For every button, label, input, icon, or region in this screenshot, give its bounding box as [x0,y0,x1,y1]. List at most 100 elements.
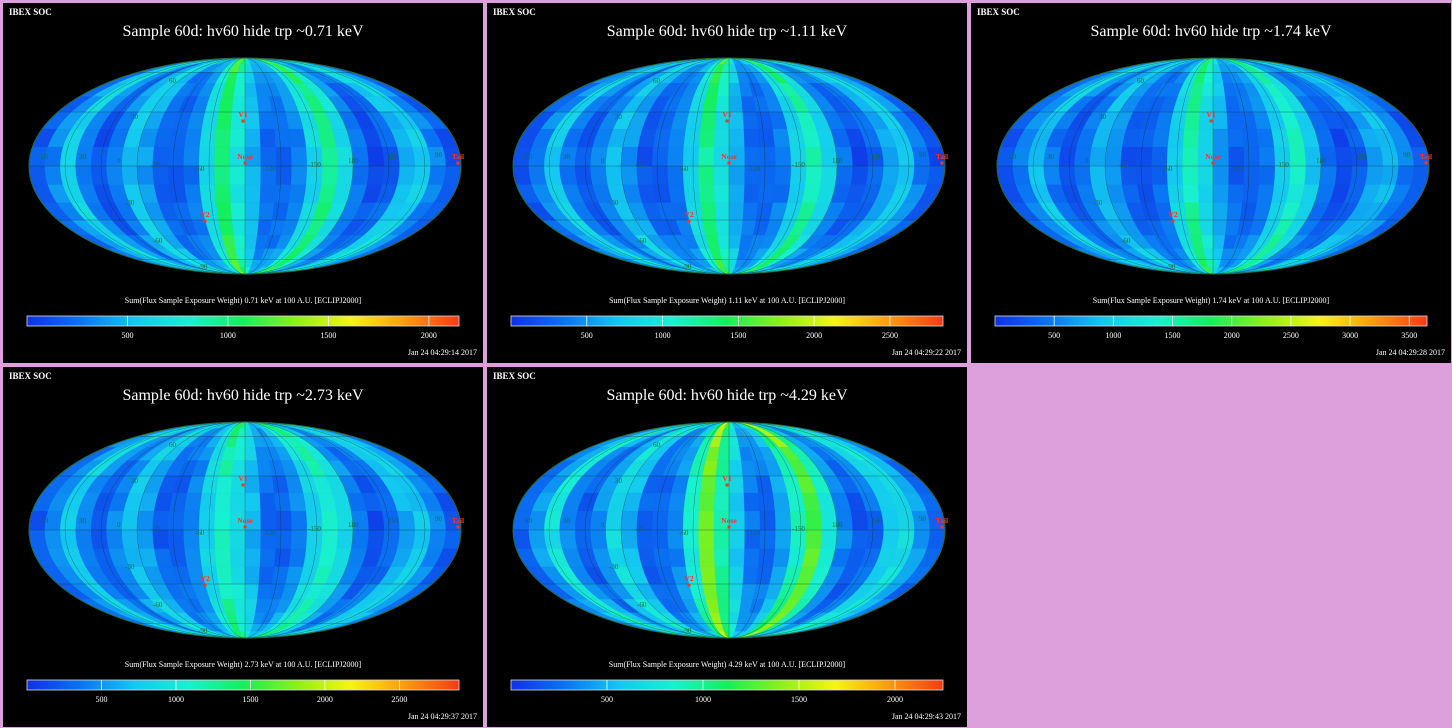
heatmap-cell [728,235,742,249]
heatmap-cell [183,128,202,148]
heatmap-cell [183,146,200,167]
marker-dot-tail [940,161,944,165]
grid-label: -60 [195,529,205,537]
longitude-line [620,57,730,275]
colorbar-tick-label: 1000 [654,331,671,340]
heatmap-cell [244,583,259,600]
map-title: Sample 60d: hv60 hide trp ~4.29 keV [606,387,848,404]
grid-label: 0 [117,157,121,165]
longitude-line [64,421,246,639]
heatmap-cell [605,510,623,531]
colorbar-title: Sum(Flux Sample Exposure Weight) 1.11 ke… [608,296,846,305]
heatmap-cell [772,184,791,204]
heatmap-cell [259,510,277,531]
heatmap-cell [728,583,743,600]
heatmap-cell [716,447,730,461]
soc-label: IBEX SOC [493,371,536,381]
grid-label: -60 [637,601,647,609]
longitude-line [100,421,246,639]
heatmap-cell [302,548,322,568]
graticule [513,57,945,275]
colorbar-tick-label: 1500 [730,331,747,340]
heatmap-cell [411,146,431,167]
heatmap-cell [215,202,232,221]
heatmap-cell [259,184,276,204]
longitude-line [1212,57,1322,275]
heatmap-cell [366,146,385,167]
longitude-line [172,421,246,639]
heatmap-cell [715,583,730,600]
heatmap-cell [743,146,761,167]
grid-label: 60 [1009,153,1017,161]
marker-dot-v1 [725,483,729,487]
marker-nose: Nose [1205,152,1221,161]
heatmap-cell [713,492,730,512]
longitude-line [244,57,390,275]
heatmap-cell [244,219,259,236]
heatmap-cell [213,146,231,167]
heatmap-cell [44,165,63,186]
grid-label: 180 [348,157,359,165]
heatmap-cell [543,529,563,550]
colorbar-tick-label: 500 [1048,331,1061,340]
heatmap-cell [1200,83,1214,97]
heatmap-cell [589,165,608,186]
heatmap-cell [1200,235,1214,249]
heatmap-cell [244,128,261,148]
heatmap-cell [1364,146,1383,167]
heatmap-cell [105,165,124,186]
timestamp: Jan 24 04:29:22 2017 [891,348,961,357]
heatmap-cell [699,111,716,130]
longitude-line [100,57,246,275]
longitude-line [136,421,246,639]
heatmap-cell [59,165,79,186]
heatmap-cell [1243,165,1260,186]
marker-dot-nose [1211,161,1215,165]
marker-v2: V2 [684,574,693,583]
heatmap-cell [651,510,669,531]
colorbar [510,679,944,691]
heatmap-cell [804,146,822,167]
heatmap-cell [167,510,185,531]
heatmap-cell [895,510,915,531]
heatmap-cell [275,165,292,186]
grid-label: 150 [872,517,883,525]
heatmap-cell [1212,128,1229,148]
heatmap-cell [258,202,275,221]
heatmap-cell [273,128,291,148]
heatmap-cell [759,165,776,186]
heatmap-cell [667,510,684,531]
heatmap-cell [231,583,246,600]
longitude-line [728,57,910,275]
heatmap-cell [543,165,563,186]
heatmap-cell [75,165,94,186]
map-outline [512,57,946,275]
heatmap-cell [605,146,623,167]
grid-label: 0 [117,521,121,529]
grid-label: 180 [348,521,359,529]
colorbar-tick-label: 1000 [167,695,184,704]
heatmap-cell [229,165,246,186]
heatmap-cell [605,529,623,550]
grid-label: -120 [263,529,276,537]
heatmap-cell [288,184,307,204]
longitude-line [656,57,730,275]
longitude-line [728,57,802,275]
heatmap-cell [574,165,593,186]
grid-label: -150 [308,161,321,169]
heatmap-cell [667,146,684,167]
heatmap-cell [865,165,884,186]
heatmap-cell [1379,146,1399,167]
heatmap-cell [728,219,743,236]
grid-label: 60 [525,153,533,161]
heatmap-cell [366,510,385,531]
heatmap-cell [574,146,593,167]
marker-dot-tail [1424,161,1428,165]
grid-label: -30 [1093,199,1103,207]
heatmap-cell [1198,202,1214,221]
soc-label: IBEX SOC [9,371,52,381]
longitude-line [728,421,838,639]
sky-map-panel-2: 60 30 0 -30 -60 -120 -150 180 150 90 60 30 -30 -60 -90… [971,3,1451,363]
colorbar-tick-label: 2500 [881,331,898,340]
heatmap-cell [214,492,231,512]
